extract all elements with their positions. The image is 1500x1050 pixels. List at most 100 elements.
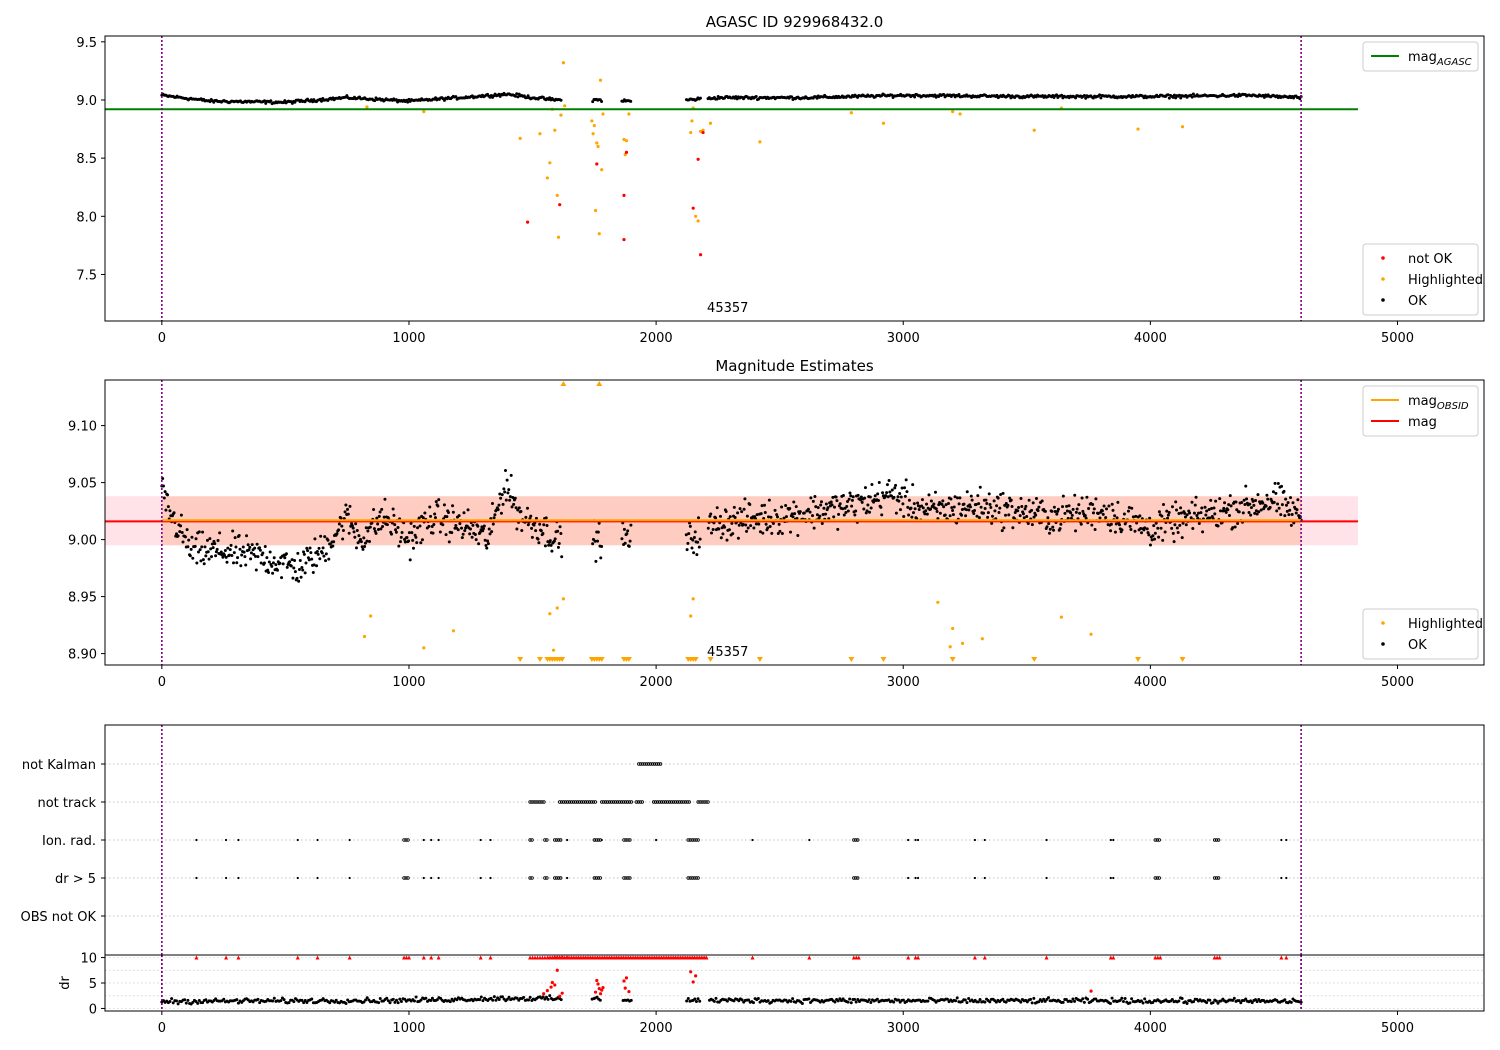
data-point-ok	[626, 529, 630, 533]
legend-label: not OK	[1408, 252, 1453, 267]
flag-point	[650, 762, 655, 766]
data-point	[548, 161, 552, 165]
data-point-ok	[796, 534, 800, 538]
flag-point	[1216, 838, 1221, 842]
data-point-ok	[732, 505, 736, 509]
x-tick-label: 1000	[392, 1021, 425, 1036]
data-point-ok	[466, 508, 470, 512]
data-point-ok	[1148, 516, 1152, 520]
axes-frame	[104, 35, 1485, 322]
data-point-ok	[237, 533, 241, 537]
flag-point	[540, 800, 544, 804]
data-point-ok	[960, 507, 964, 511]
dr-clipped-marker	[429, 955, 434, 960]
data-point-ok	[288, 560, 292, 564]
data-point-ok	[1236, 522, 1240, 526]
data-point-ok	[471, 523, 475, 527]
data-point-ok	[454, 95, 458, 99]
flag-point	[645, 762, 649, 766]
flag-point	[654, 762, 659, 766]
flag-point	[1155, 838, 1159, 842]
data-point-ok	[836, 527, 840, 531]
data-point-ok	[433, 516, 437, 520]
data-point-ok	[496, 508, 500, 512]
data-point-ok	[696, 540, 700, 544]
data-point	[951, 110, 955, 114]
data-point-ok	[411, 546, 415, 550]
data-point-ok	[820, 521, 824, 525]
data-point-ok	[1019, 1000, 1023, 1004]
data-point-ok	[800, 1002, 804, 1006]
legend-marker-swatch	[1381, 621, 1385, 625]
data-point-ok	[391, 997, 395, 1001]
legend-frame	[1362, 41, 1479, 72]
data-point-ok	[973, 509, 977, 513]
data-point-ok	[1060, 93, 1064, 97]
x-tick-label: 3000	[887, 675, 920, 690]
data-point-ok	[536, 537, 540, 541]
data-point-ok	[1287, 513, 1291, 517]
flag-point	[545, 838, 549, 842]
data-point	[593, 208, 598, 213]
data-point-ok	[317, 546, 321, 550]
data-point-ok	[926, 999, 930, 1003]
data-point-ok	[1128, 524, 1132, 528]
data-point-ok	[394, 98, 398, 102]
x-tick-label: 1000	[392, 675, 425, 690]
data-point-ok	[752, 526, 756, 530]
data-point-ok	[698, 999, 702, 1003]
data-point-ok	[977, 502, 981, 506]
flag-point	[566, 876, 569, 880]
flag-point	[1153, 838, 1158, 842]
flag-point	[651, 800, 656, 804]
data-point-ok	[253, 546, 257, 550]
flag-point	[585, 800, 590, 804]
dr-clipped-marker	[750, 955, 755, 960]
data-point-ok	[868, 510, 872, 514]
data-point-ok	[958, 496, 962, 500]
flag-point	[659, 800, 664, 804]
data-point	[563, 104, 567, 108]
data-point-ok	[1118, 523, 1122, 527]
data-point-ok	[222, 997, 226, 1001]
flag-point	[1214, 876, 1219, 880]
flag-point	[557, 876, 561, 880]
data-point-ok	[927, 493, 931, 497]
data-point-ok	[293, 558, 297, 562]
data-point	[881, 121, 886, 125]
data-point-ok	[912, 502, 916, 506]
data-point-ok	[780, 532, 784, 536]
data-point-ok	[894, 483, 898, 487]
data-point-ok	[835, 499, 839, 503]
data-point-ok	[950, 506, 954, 510]
data-point	[689, 130, 693, 135]
data-point-ok	[949, 497, 953, 501]
flag-point	[854, 838, 858, 842]
flag-point	[1109, 838, 1112, 842]
data-point-ok	[833, 1000, 837, 1004]
data-point-ok	[476, 524, 480, 528]
flag-point	[628, 876, 632, 880]
data-point-ok	[223, 553, 227, 557]
data-point-ok	[1208, 516, 1212, 520]
data-point-ok	[1048, 527, 1052, 531]
data-point-ok	[499, 511, 503, 515]
data-point-ok	[320, 99, 324, 103]
data-point	[591, 132, 595, 136]
dr-clipped-marker	[1279, 955, 1284, 960]
data-point-ok	[1172, 93, 1176, 97]
data-point-ok	[379, 527, 383, 531]
data-point	[598, 992, 603, 996]
data-point-ok	[921, 506, 925, 510]
flag-point	[402, 838, 406, 842]
data-point-ok	[484, 543, 488, 547]
flag-point	[1212, 876, 1217, 880]
data-point-ok	[811, 499, 815, 503]
data-point-ok	[470, 535, 474, 539]
data-point-ok	[324, 559, 328, 563]
data-point-ok	[846, 499, 850, 503]
data-point-ok	[219, 550, 223, 554]
data-point	[1089, 632, 1093, 636]
flag-row-label: OBS not OK	[21, 910, 97, 925]
